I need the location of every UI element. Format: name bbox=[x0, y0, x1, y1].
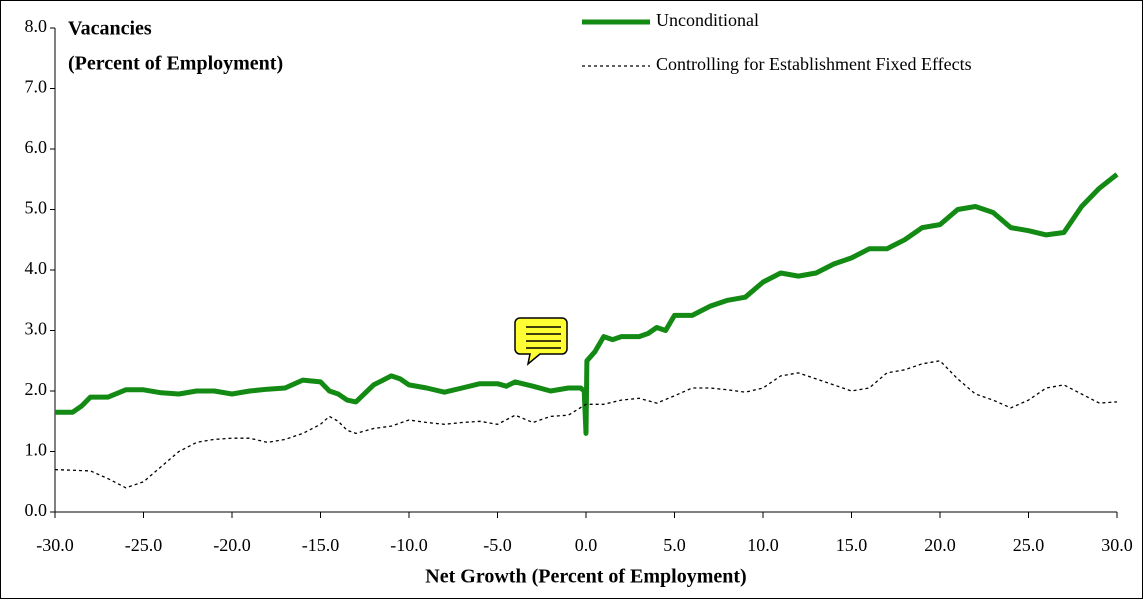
y-tick-label: 6.0 bbox=[25, 137, 48, 157]
legend-label: Controlling for Establishment Fixed Effe… bbox=[656, 54, 972, 74]
y-tick-label: 0.0 bbox=[25, 500, 48, 520]
y-tick-label: 3.0 bbox=[25, 319, 48, 339]
x-tick-label: 20.0 bbox=[924, 535, 956, 555]
legend-label: Unconditional bbox=[656, 10, 759, 30]
x-tick-label: 10.0 bbox=[747, 535, 779, 555]
y-tick-label: 8.0 bbox=[25, 16, 48, 36]
chart-title: Vacancies bbox=[68, 18, 152, 40]
x-tick-label: -15.0 bbox=[302, 535, 340, 555]
x-tick-label: -10.0 bbox=[390, 535, 428, 555]
comment-icon bbox=[514, 317, 568, 366]
x-tick-label: -20.0 bbox=[213, 535, 251, 555]
x-tick-label: -25.0 bbox=[125, 535, 163, 555]
x-tick-label: 25.0 bbox=[1013, 535, 1045, 555]
y-tick-label: 7.0 bbox=[25, 77, 48, 97]
y-tick-label: 4.0 bbox=[25, 258, 48, 278]
x-tick-label: 0.0 bbox=[575, 535, 598, 555]
y-tick-label: 5.0 bbox=[25, 198, 48, 218]
series-line bbox=[55, 172, 1119, 436]
x-tick-label: -30.0 bbox=[36, 535, 74, 555]
x-tick-label: 30.0 bbox=[1101, 535, 1133, 555]
x-tick-label: 15.0 bbox=[836, 535, 868, 555]
x-tick-label: 5.0 bbox=[663, 535, 686, 555]
x-tick-label: -5.0 bbox=[483, 535, 512, 555]
x-axis-label: Net Growth (Percent of Employment) bbox=[425, 566, 746, 588]
series-line bbox=[54, 360, 1118, 489]
y-tick-label: 1.0 bbox=[25, 440, 48, 460]
y-tick-label: 2.0 bbox=[25, 379, 48, 399]
chart-subtitle: (Percent of Employment) bbox=[68, 53, 283, 75]
